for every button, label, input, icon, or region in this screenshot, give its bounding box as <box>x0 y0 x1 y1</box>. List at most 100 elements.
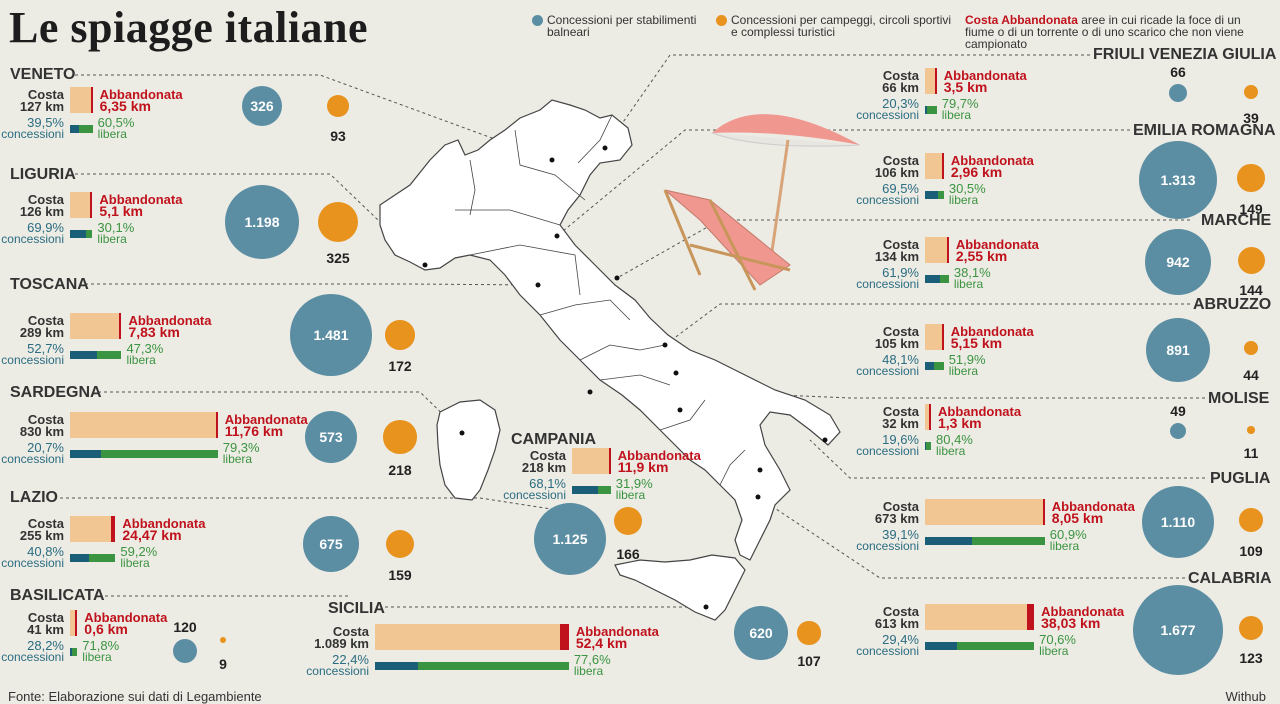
balneari-circle: 573 <box>305 411 357 463</box>
concessioni-label: concessioni <box>1 232 64 246</box>
libera-pct: 30,1% <box>97 220 135 235</box>
campeggi-circle <box>385 320 415 350</box>
libera-label: libera <box>120 556 150 570</box>
abbandonata-value: 2,55 km <box>955 248 1008 264</box>
libera-pct: 59,2% <box>120 544 158 559</box>
costa-bar <box>70 313 122 339</box>
campeggi-count: 107 <box>797 653 821 669</box>
abbandonata-label: Abbandonata <box>950 153 1034 168</box>
concessioni-label: concessioni <box>856 193 919 207</box>
concessioni-label: concessioni <box>503 488 566 502</box>
credit: Withub <box>1225 689 1266 704</box>
abbandonata-label: Abbandonata <box>122 516 206 531</box>
campeggi-count: 123 <box>1239 650 1263 666</box>
region-name-lazio: LAZIO <box>10 489 58 506</box>
costa-bar <box>70 516 116 542</box>
libera-label: libera <box>1039 644 1069 658</box>
legend-balneari: Concessioni per stabilimenti balneari <box>532 14 696 38</box>
region-name-campania: CAMPANIA <box>511 431 597 448</box>
region-points <box>422 145 828 610</box>
campeggi-count: 144 <box>1239 282 1263 298</box>
costa-bar <box>925 404 931 430</box>
libera-pct: 79,3% <box>222 440 260 455</box>
libera-bar <box>939 275 949 283</box>
abbandonata-bar <box>215 412 218 438</box>
campeggi-circle <box>1247 426 1255 434</box>
costa-value: 255 km <box>19 528 64 543</box>
balneari-circle: 1.481 <box>290 294 372 376</box>
balneari-circle: 1.110 <box>1142 486 1214 558</box>
campeggi-circle <box>317 201 359 243</box>
blue-dot-icon <box>532 15 543 26</box>
libera-pct: 47,3% <box>126 341 164 356</box>
abbandonata-value: 5,1 km <box>99 203 144 219</box>
libera-pct: 60,9% <box>1049 527 1087 542</box>
abbandonata-bar <box>111 516 116 542</box>
balneari-circle <box>173 639 197 663</box>
abbandonata-value: 5,15 km <box>950 335 1003 351</box>
region-borders <box>455 114 746 486</box>
concessioni-label: concessioni <box>856 644 919 658</box>
costa-bar <box>572 448 611 474</box>
costa-label: Costa <box>882 499 919 514</box>
source-note: Fonte: Elaborazione sui dati di Legambie… <box>8 689 262 704</box>
costa-value: 289 km <box>19 325 64 340</box>
concessioni-label: concessioni <box>1 650 64 664</box>
abbandonata-label: Abbandonata <box>955 237 1039 252</box>
balneari-circle: 942 <box>1145 229 1211 295</box>
concessioni-pct: 69,9% <box>27 220 64 235</box>
concessioni-label: concessioni <box>1 452 64 466</box>
campeggi-count: 159 <box>388 567 412 583</box>
costa-bar <box>70 412 218 438</box>
balneari-circle: 1.198 <box>225 185 299 259</box>
region-name-sardegna: SARDEGNA <box>10 384 102 401</box>
campeggi-count: 93 <box>330 128 346 144</box>
concessioni-pct: 20,7% <box>27 440 64 455</box>
costa-label: Costa <box>27 313 64 328</box>
balneari-circle: 675 <box>303 516 359 572</box>
libera-label: libera <box>948 364 979 378</box>
libera-label: libera <box>953 277 984 291</box>
concessioni-bar <box>925 362 934 370</box>
abbandonata-value: 11,76 km <box>224 423 284 439</box>
libera-pct: 77,6% <box>573 652 611 667</box>
concessioni-bar <box>70 554 89 562</box>
costa-label: Costa <box>882 604 919 619</box>
costa-value: 66 km <box>882 80 919 95</box>
costa-value: 126 km <box>19 204 64 219</box>
costa-label: Costa <box>332 624 369 639</box>
beach-umbrella-icon <box>711 114 861 266</box>
concessioni-label: concessioni <box>856 539 919 553</box>
concessioni-pct: 69,5% <box>882 181 919 196</box>
abbandonata-label: Abbandonata <box>128 313 212 328</box>
costa-bar <box>925 153 944 179</box>
legend-balneari-label: Concessioni per stabilimenti balneari <box>547 13 697 39</box>
costa-value: 673 km <box>874 511 919 526</box>
libera-pct: 70,6% <box>1039 632 1076 647</box>
abbandonata-value: 52,4 km <box>575 635 628 651</box>
costa-label: Costa <box>882 153 919 168</box>
concessioni-pct: 40,8% <box>27 544 64 559</box>
libera-label: libera <box>573 664 604 678</box>
campeggi-count: 44 <box>1243 367 1259 383</box>
libera-bar <box>418 662 569 670</box>
concessioni-pct: 61,9% <box>882 265 919 280</box>
abbandonata-bar <box>946 237 949 263</box>
libera-label: libera <box>941 108 972 122</box>
costa-label: Costa <box>882 324 919 339</box>
concessioni-pct: 20,3% <box>882 96 919 111</box>
campeggi-count: 172 <box>388 358 412 374</box>
costa-label: Costa <box>882 237 919 252</box>
concessioni-bar <box>925 642 958 650</box>
costa-value: 613 km <box>874 616 919 631</box>
concessioni-bar <box>70 648 73 656</box>
abbandonata-bar <box>1042 499 1045 525</box>
abbandonata-bar <box>934 68 937 94</box>
concessioni-pct: 68,1% <box>529 476 566 491</box>
campeggi-count: 11 <box>1243 445 1259 461</box>
concessioni-label: concessioni <box>1 556 64 570</box>
concessioni-bar <box>572 486 599 494</box>
costa-bar <box>925 604 1035 630</box>
campeggi-count: 149 <box>1239 201 1263 217</box>
